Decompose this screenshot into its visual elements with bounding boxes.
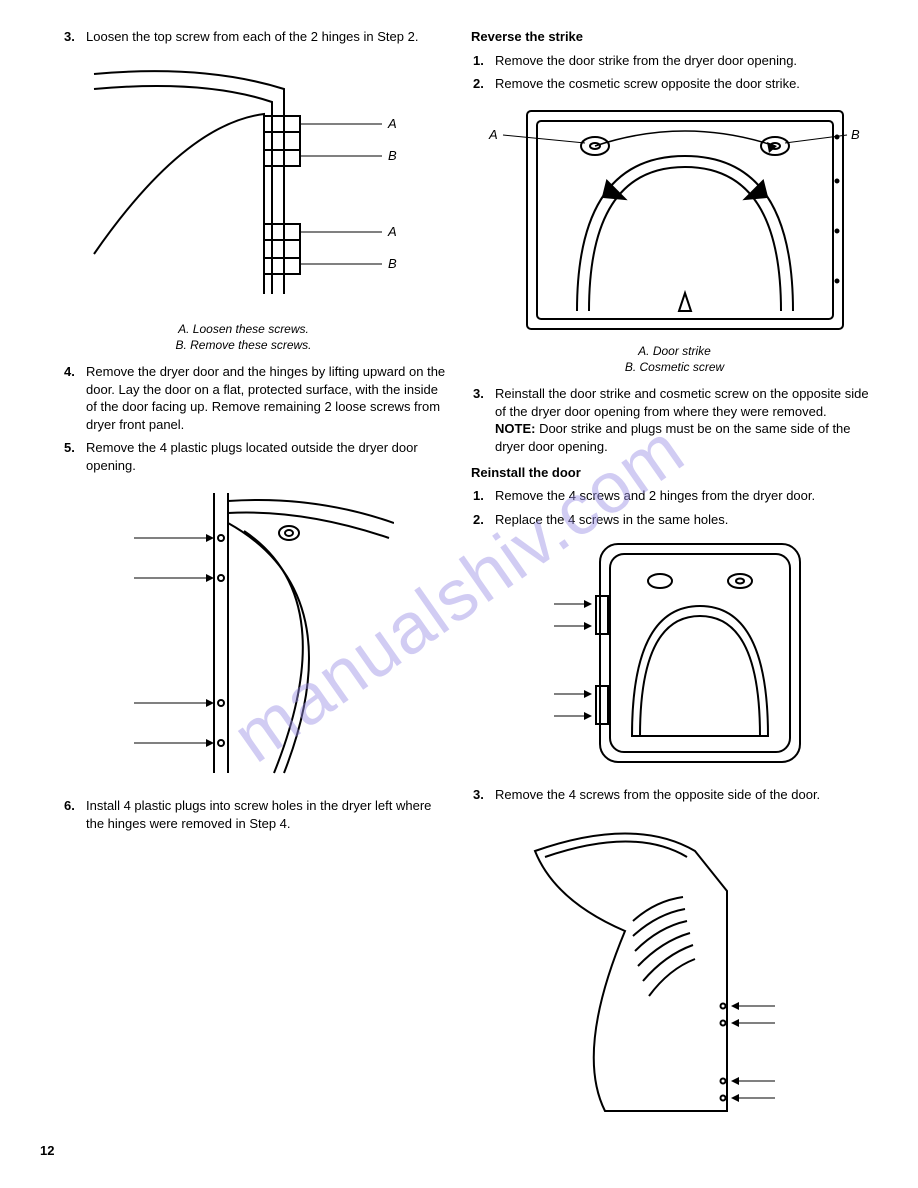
- note-text: Door strike and plugs must be on the sam…: [495, 421, 851, 454]
- right-s1-step-1: 1. Remove the door strike from the dryer…: [471, 52, 878, 70]
- step-number: 2.: [471, 511, 495, 529]
- step-number: 3.: [62, 28, 86, 46]
- step-number: 1.: [471, 52, 495, 70]
- step-text: Remove the door strike from the dryer do…: [495, 52, 878, 70]
- left-column: 3. Loosen the top screw from each of the…: [40, 28, 447, 1136]
- step-text: Loosen the top screw from each of the 2 …: [86, 28, 447, 46]
- page-number: 12: [40, 1142, 54, 1160]
- step-text: Remove the 4 plastic plugs located outsi…: [86, 439, 447, 474]
- step-number: 1.: [471, 487, 495, 505]
- two-column-layout: 3. Loosen the top screw from each of the…: [40, 28, 878, 1136]
- heading-reverse-strike: Reverse the strike: [471, 28, 878, 46]
- caption-line-b: B. Cosmetic screw: [471, 360, 878, 376]
- step-text: Reinstall the door strike and cosmetic s…: [495, 385, 878, 455]
- figure-door-hinges: [471, 536, 878, 776]
- right-s1-step-2: 2. Remove the cosmetic screw opposite th…: [471, 75, 878, 93]
- step-text: Remove the 4 screws from the opposite si…: [495, 786, 878, 804]
- step-text-span: Reinstall the door strike and cosmetic s…: [495, 386, 869, 419]
- step-number: 2.: [471, 75, 495, 93]
- caption-line-b: B. Remove these screws.: [40, 338, 447, 354]
- step-text: Remove the cosmetic screw opposite the d…: [495, 75, 878, 93]
- step-text: Install 4 plastic plugs into screw holes…: [86, 797, 447, 832]
- label-b-bot: B: [388, 256, 397, 271]
- label-b: B: [851, 127, 860, 142]
- figure-plugs: [40, 483, 447, 788]
- label-b-top: B: [388, 148, 397, 163]
- step-number: 6.: [62, 797, 86, 832]
- right-s2-step-3: 3. Remove the 4 screws from the opposite…: [471, 786, 878, 804]
- left-step-3: 3. Loosen the top screw from each of the…: [62, 28, 447, 46]
- step-text: Remove the 4 screws and 2 hinges from th…: [495, 487, 878, 505]
- figure-door-opposite: [471, 811, 878, 1126]
- heading-reinstall-door: Reinstall the door: [471, 464, 878, 482]
- label-a-bot: A: [387, 224, 397, 239]
- step-number: 4.: [62, 363, 86, 433]
- left-step-4: 4. Remove the dryer door and the hinges …: [62, 363, 447, 433]
- note-label: NOTE:: [495, 421, 535, 436]
- step-number: 5.: [62, 439, 86, 474]
- step-text: Replace the 4 screws in the same holes.: [495, 511, 878, 529]
- label-a-top: A: [387, 116, 397, 131]
- step-text: Remove the dryer door and the hinges by …: [86, 363, 447, 433]
- figure-hinges: A B A B A. Loosen these screws. B. Remov…: [40, 54, 447, 354]
- figure-caption: A. Loosen these screws. B. Remove these …: [40, 322, 447, 353]
- right-s2-step-2: 2. Replace the 4 screws in the same hole…: [471, 511, 878, 529]
- figure-caption: A. Door strike B. Cosmetic screw: [471, 344, 878, 375]
- label-a: A: [488, 127, 498, 142]
- left-step-6: 6. Install 4 plastic plugs into screw ho…: [62, 797, 447, 832]
- right-s1-step-3: 3. Reinstall the door strike and cosmeti…: [471, 385, 878, 455]
- caption-line-a: A. Door strike: [471, 344, 878, 360]
- step-number: 3.: [471, 385, 495, 455]
- right-column: Reverse the strike 1. Remove the door st…: [471, 28, 878, 1136]
- right-s2-step-1: 1. Remove the 4 screws and 2 hinges from…: [471, 487, 878, 505]
- left-step-5: 5. Remove the 4 plastic plugs located ou…: [62, 439, 447, 474]
- figure-strike: A B A. Door strike B. Cosmetic screw: [471, 101, 878, 376]
- step-number: 3.: [471, 786, 495, 804]
- caption-line-a: A. Loosen these screws.: [40, 322, 447, 338]
